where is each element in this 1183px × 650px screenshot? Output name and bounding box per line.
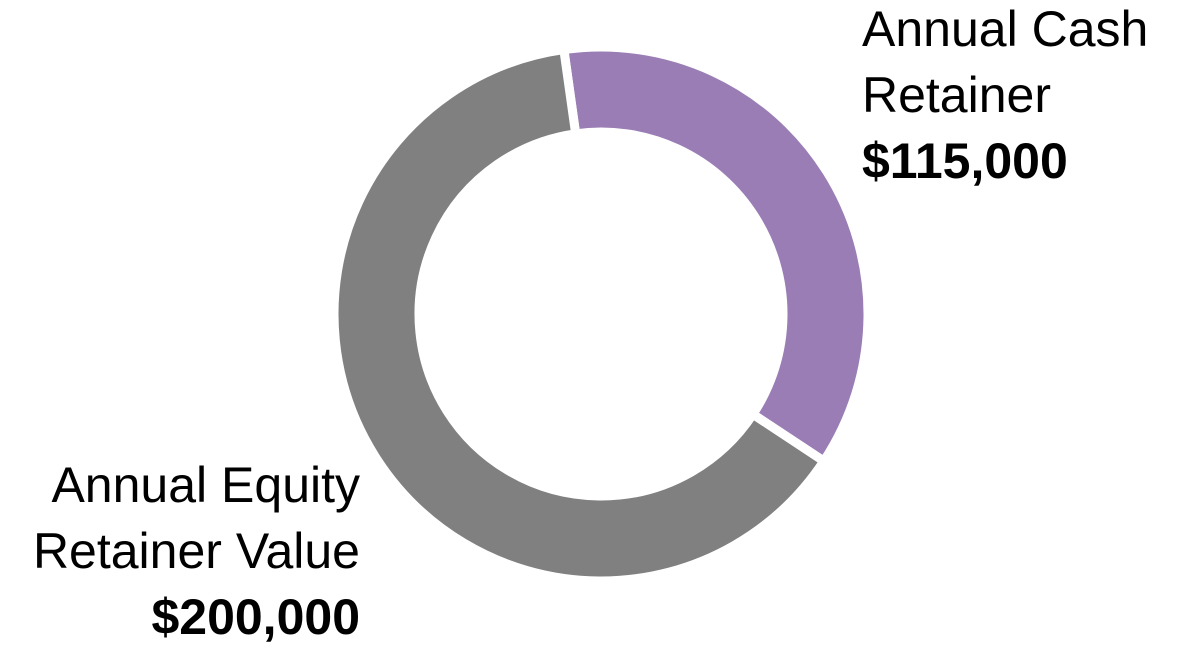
donut-slice [329, 44, 831, 586]
value-label: $200,000 [151, 589, 360, 645]
slice-label: Annual Equity Retainer Value $200,000 [10, 452, 360, 650]
donut-slice [558, 42, 873, 468]
category-label: Annual Equity Retainer Value [32, 457, 360, 579]
slice-label: Annual Cash Retainer $115,000 [862, 0, 1172, 194]
value-label: $115,000 [862, 133, 1068, 189]
category-label: Annual Cash Retainer [862, 1, 1149, 123]
